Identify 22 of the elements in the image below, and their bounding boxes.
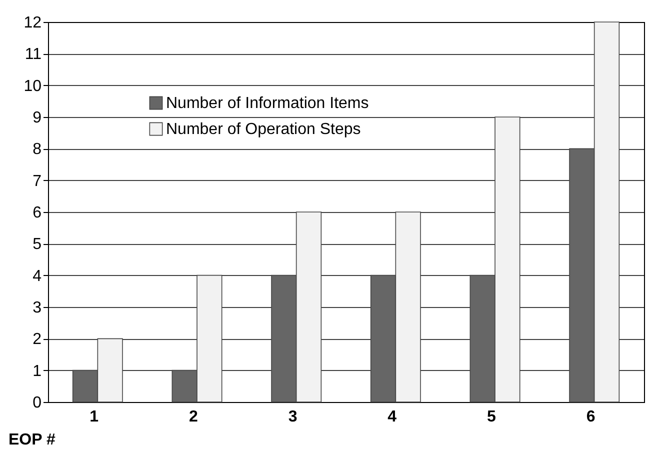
x-tick-label: 2 xyxy=(189,408,198,426)
y-tick-label: 11 xyxy=(24,46,42,64)
y-tick-label: 3 xyxy=(32,300,42,316)
x-tick-label: 6 xyxy=(586,408,596,426)
y-tick-label: 4 xyxy=(32,268,42,285)
legend-label: Number of Information Items xyxy=(166,95,369,112)
y-tick-label: 1 xyxy=(32,362,42,380)
x-tick-label: 4 xyxy=(388,408,397,426)
x-tick-label: 5 xyxy=(487,408,496,426)
x-tick-label: 1 xyxy=(90,408,99,426)
x-axis-title: EOP # xyxy=(8,432,56,448)
y-tick-label: 10 xyxy=(24,78,42,95)
y-tick-label: 7 xyxy=(32,172,42,190)
y-tick-label: 2 xyxy=(32,331,42,348)
legend-label: Number of Operation Steps xyxy=(166,121,361,138)
y-tick-label: 8 xyxy=(32,141,42,158)
y-tick-label: 9 xyxy=(32,110,42,126)
y-tick-label: 6 xyxy=(32,204,42,222)
y-tick-label: 0 xyxy=(32,394,42,412)
y-tick-label: 12 xyxy=(24,14,42,32)
x-tick-label: 3 xyxy=(288,408,298,426)
y-tick-label: 5 xyxy=(32,236,42,254)
